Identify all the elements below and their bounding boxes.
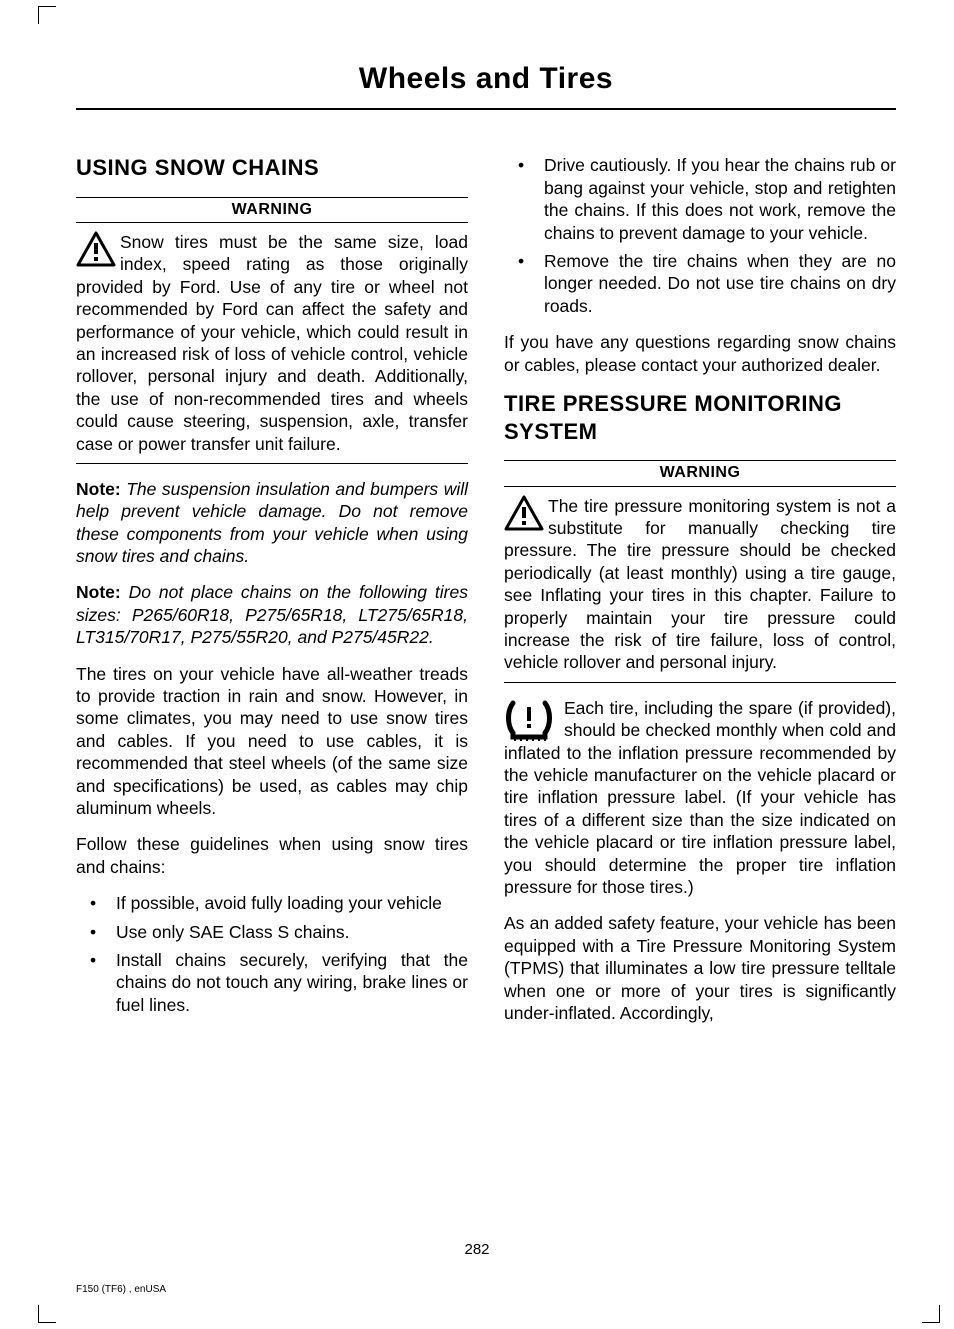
body-para-dealer: If you have any questions regarding snow… — [504, 331, 896, 376]
body-para-2: Follow these guidelines when using snow … — [76, 833, 468, 878]
bullet-list-right-top: Drive cautiously. If you hear the chains… — [504, 154, 896, 317]
tpms-icon — [504, 697, 554, 741]
warning-triangle-icon — [76, 231, 116, 267]
warning-text: The tire pressure monitoring system is n… — [504, 496, 896, 673]
warning-body: The tire pressure monitoring system is n… — [504, 495, 896, 674]
body-para-tpms-feature: As an added safety feature, your vehicle… — [504, 912, 896, 1024]
tpms-intro-para: Each tire, including the spare (if provi… — [504, 697, 896, 899]
crop-mark-tl — [38, 6, 56, 24]
warning-block-snow: WARNING Snow tires must be the same size… — [76, 197, 468, 464]
warning-divider — [76, 463, 468, 464]
page-number: 282 — [0, 1240, 954, 1259]
warning-divider — [504, 682, 896, 683]
section-heading-tpms: TIRE PRESSURE MONITORING SYSTEM — [504, 390, 896, 446]
warning-triangle-icon — [504, 495, 544, 531]
note-text: Do not place chains on the following tir… — [76, 582, 468, 647]
note-1: Note: The suspension insulation and bump… — [76, 478, 468, 568]
page-title: Wheels and Tires — [76, 60, 896, 110]
warning-text: Snow tires must be the same size, load i… — [76, 232, 468, 454]
section-heading-snow-chains: USING SNOW CHAINS — [76, 154, 468, 182]
warning-label: WARNING — [76, 197, 468, 223]
tpms-para-text: Each tire, including the spare (if provi… — [504, 698, 896, 897]
warning-body: Snow tires must be the same size, load i… — [76, 231, 468, 455]
bullet-list-left: If possible, avoid fully loading your ve… — [76, 892, 468, 1016]
body-para-1: The tires on your vehicle have all-weath… — [76, 663, 468, 820]
list-item: Remove the tire chains when they are no … — [504, 250, 896, 317]
list-item: Drive cautiously. If you hear the chains… — [504, 154, 896, 244]
right-column: Drive cautiously. If you hear the chains… — [504, 154, 896, 1038]
note-2: Note: Do not place chains on the followi… — [76, 581, 468, 648]
footer-document-id: F150 (TF6) , enUSA — [76, 1284, 166, 1297]
note-label: Note: — [76, 582, 121, 602]
warning-label: WARNING — [504, 460, 896, 486]
list-item: If possible, avoid fully loading your ve… — [76, 892, 468, 914]
left-column: USING SNOW CHAINS WARNING Snow tires mus… — [76, 154, 468, 1038]
list-item: Use only SAE Class S chains. — [76, 921, 468, 943]
list-item: Install chains securely, verifying that … — [76, 949, 468, 1016]
crop-mark-br — [922, 1305, 940, 1323]
warning-block-tpms: WARNING The tire pressure monitoring sys… — [504, 460, 896, 683]
content-columns: USING SNOW CHAINS WARNING Snow tires mus… — [76, 154, 896, 1038]
note-label: Note: — [76, 479, 121, 499]
crop-mark-bl — [38, 1305, 56, 1323]
note-text: The suspension insulation and bumpers wi… — [76, 479, 468, 566]
